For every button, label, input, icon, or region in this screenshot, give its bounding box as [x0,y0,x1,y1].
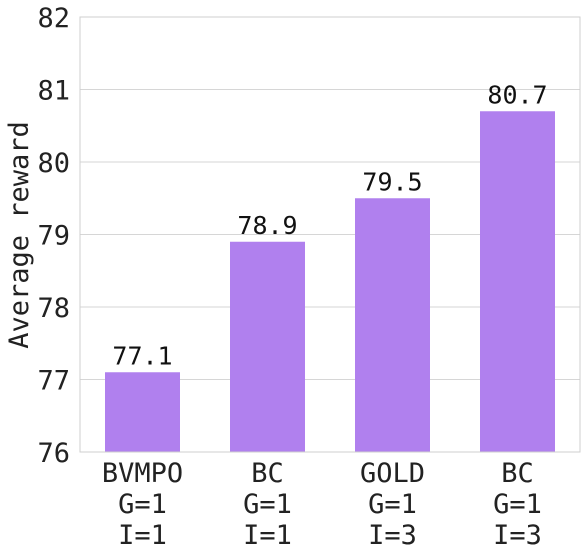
bars [105,111,555,452]
x-tick-label: BC G=1 I=1 [243,458,292,551]
x-axis-ticks: BVMPO G=1 I=1 BC G=1 I=1 GOLD G=1 I=3 BC G=1 I=3 [102,458,542,551]
y-axis-title: Average reward [4,121,35,349]
y-tick-label: 79 [37,221,70,252]
bar [480,111,555,452]
plot-border [79,16,581,453]
data-labels: 77.1 78.9 79.5 80.7 [112,80,547,370]
y-tick-label: 82 [37,3,70,34]
y-axis-ticks: 76 77 78 79 80 81 82 [37,3,70,469]
bar [230,241,305,452]
y-tick-label: 77 [37,366,70,397]
bar-value-label: 79.5 [362,167,422,196]
bar [105,372,180,452]
bar-value-label: 77.1 [112,341,172,370]
y-tick-label: 76 [37,438,70,469]
x-tick-label: BC G=1 I=3 [493,458,542,551]
y-tick-label: 78 [37,293,70,324]
y-tick-label: 81 [37,76,70,107]
bar-value-label: 80.7 [487,80,547,109]
x-tick-label: BVMPO G=1 I=1 [102,458,183,551]
plot-frame [79,16,581,453]
y-tick-label: 80 [37,148,70,179]
bar [355,198,430,452]
x-tick-label: GOLD G=1 I=3 [360,458,425,551]
bar-value-label: 78.9 [237,211,297,240]
